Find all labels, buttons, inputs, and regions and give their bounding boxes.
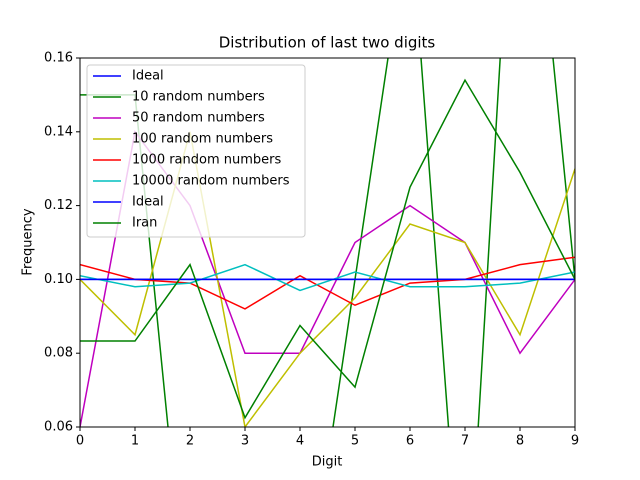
series-line: [80, 78, 575, 420]
x-tick-label: 6: [406, 434, 414, 449]
series-line: [80, 58, 575, 427]
x-axis-label: Digit: [312, 455, 343, 470]
legend-label: 1000 random numbers: [132, 153, 282, 168]
y-axis-label: Frequency: [21, 208, 36, 275]
y-tick-label: 0.16: [44, 51, 73, 66]
legend-label: 100 random numbers: [132, 132, 273, 147]
x-tick-label: 1: [131, 434, 139, 449]
legend-label: Iran: [132, 216, 157, 231]
x-tick-label: 4: [296, 434, 304, 449]
series-line: [80, 256, 575, 310]
x-tick-label: 0: [76, 434, 84, 449]
legend: Ideal 10 random numbers 50 random numbers 1…: [86, 64, 306, 238]
y-tick-label: 0.12: [44, 198, 73, 213]
legend-box: [86, 64, 306, 238]
chart-title: Distribution of last two digits: [219, 34, 436, 52]
plot-area: [80, 58, 575, 427]
y-tick-label: 0.14: [44, 124, 73, 139]
legend-label: 50 random numbers: [132, 111, 265, 126]
legend-label: Ideal: [132, 195, 164, 210]
legend-label: 10000 random numbers: [132, 174, 290, 189]
x-tick-label: 3: [241, 434, 249, 449]
y-tick-label: 0.06: [44, 420, 73, 435]
x-tick-label: 5: [351, 434, 359, 449]
y-tick-label: 0.08: [44, 346, 73, 361]
series-line: [80, 263, 575, 292]
x-tick-label: 9: [571, 434, 579, 449]
y-tick-label: 0.10: [44, 272, 73, 287]
x-tick-label: 2: [186, 434, 194, 449]
legend-label: Ideal: [132, 69, 164, 84]
x-tick-label: 7: [461, 434, 469, 449]
axes-frame: [79, 57, 576, 428]
legend-label: 10 random numbers: [132, 90, 265, 105]
x-tick-label: 8: [516, 434, 524, 449]
